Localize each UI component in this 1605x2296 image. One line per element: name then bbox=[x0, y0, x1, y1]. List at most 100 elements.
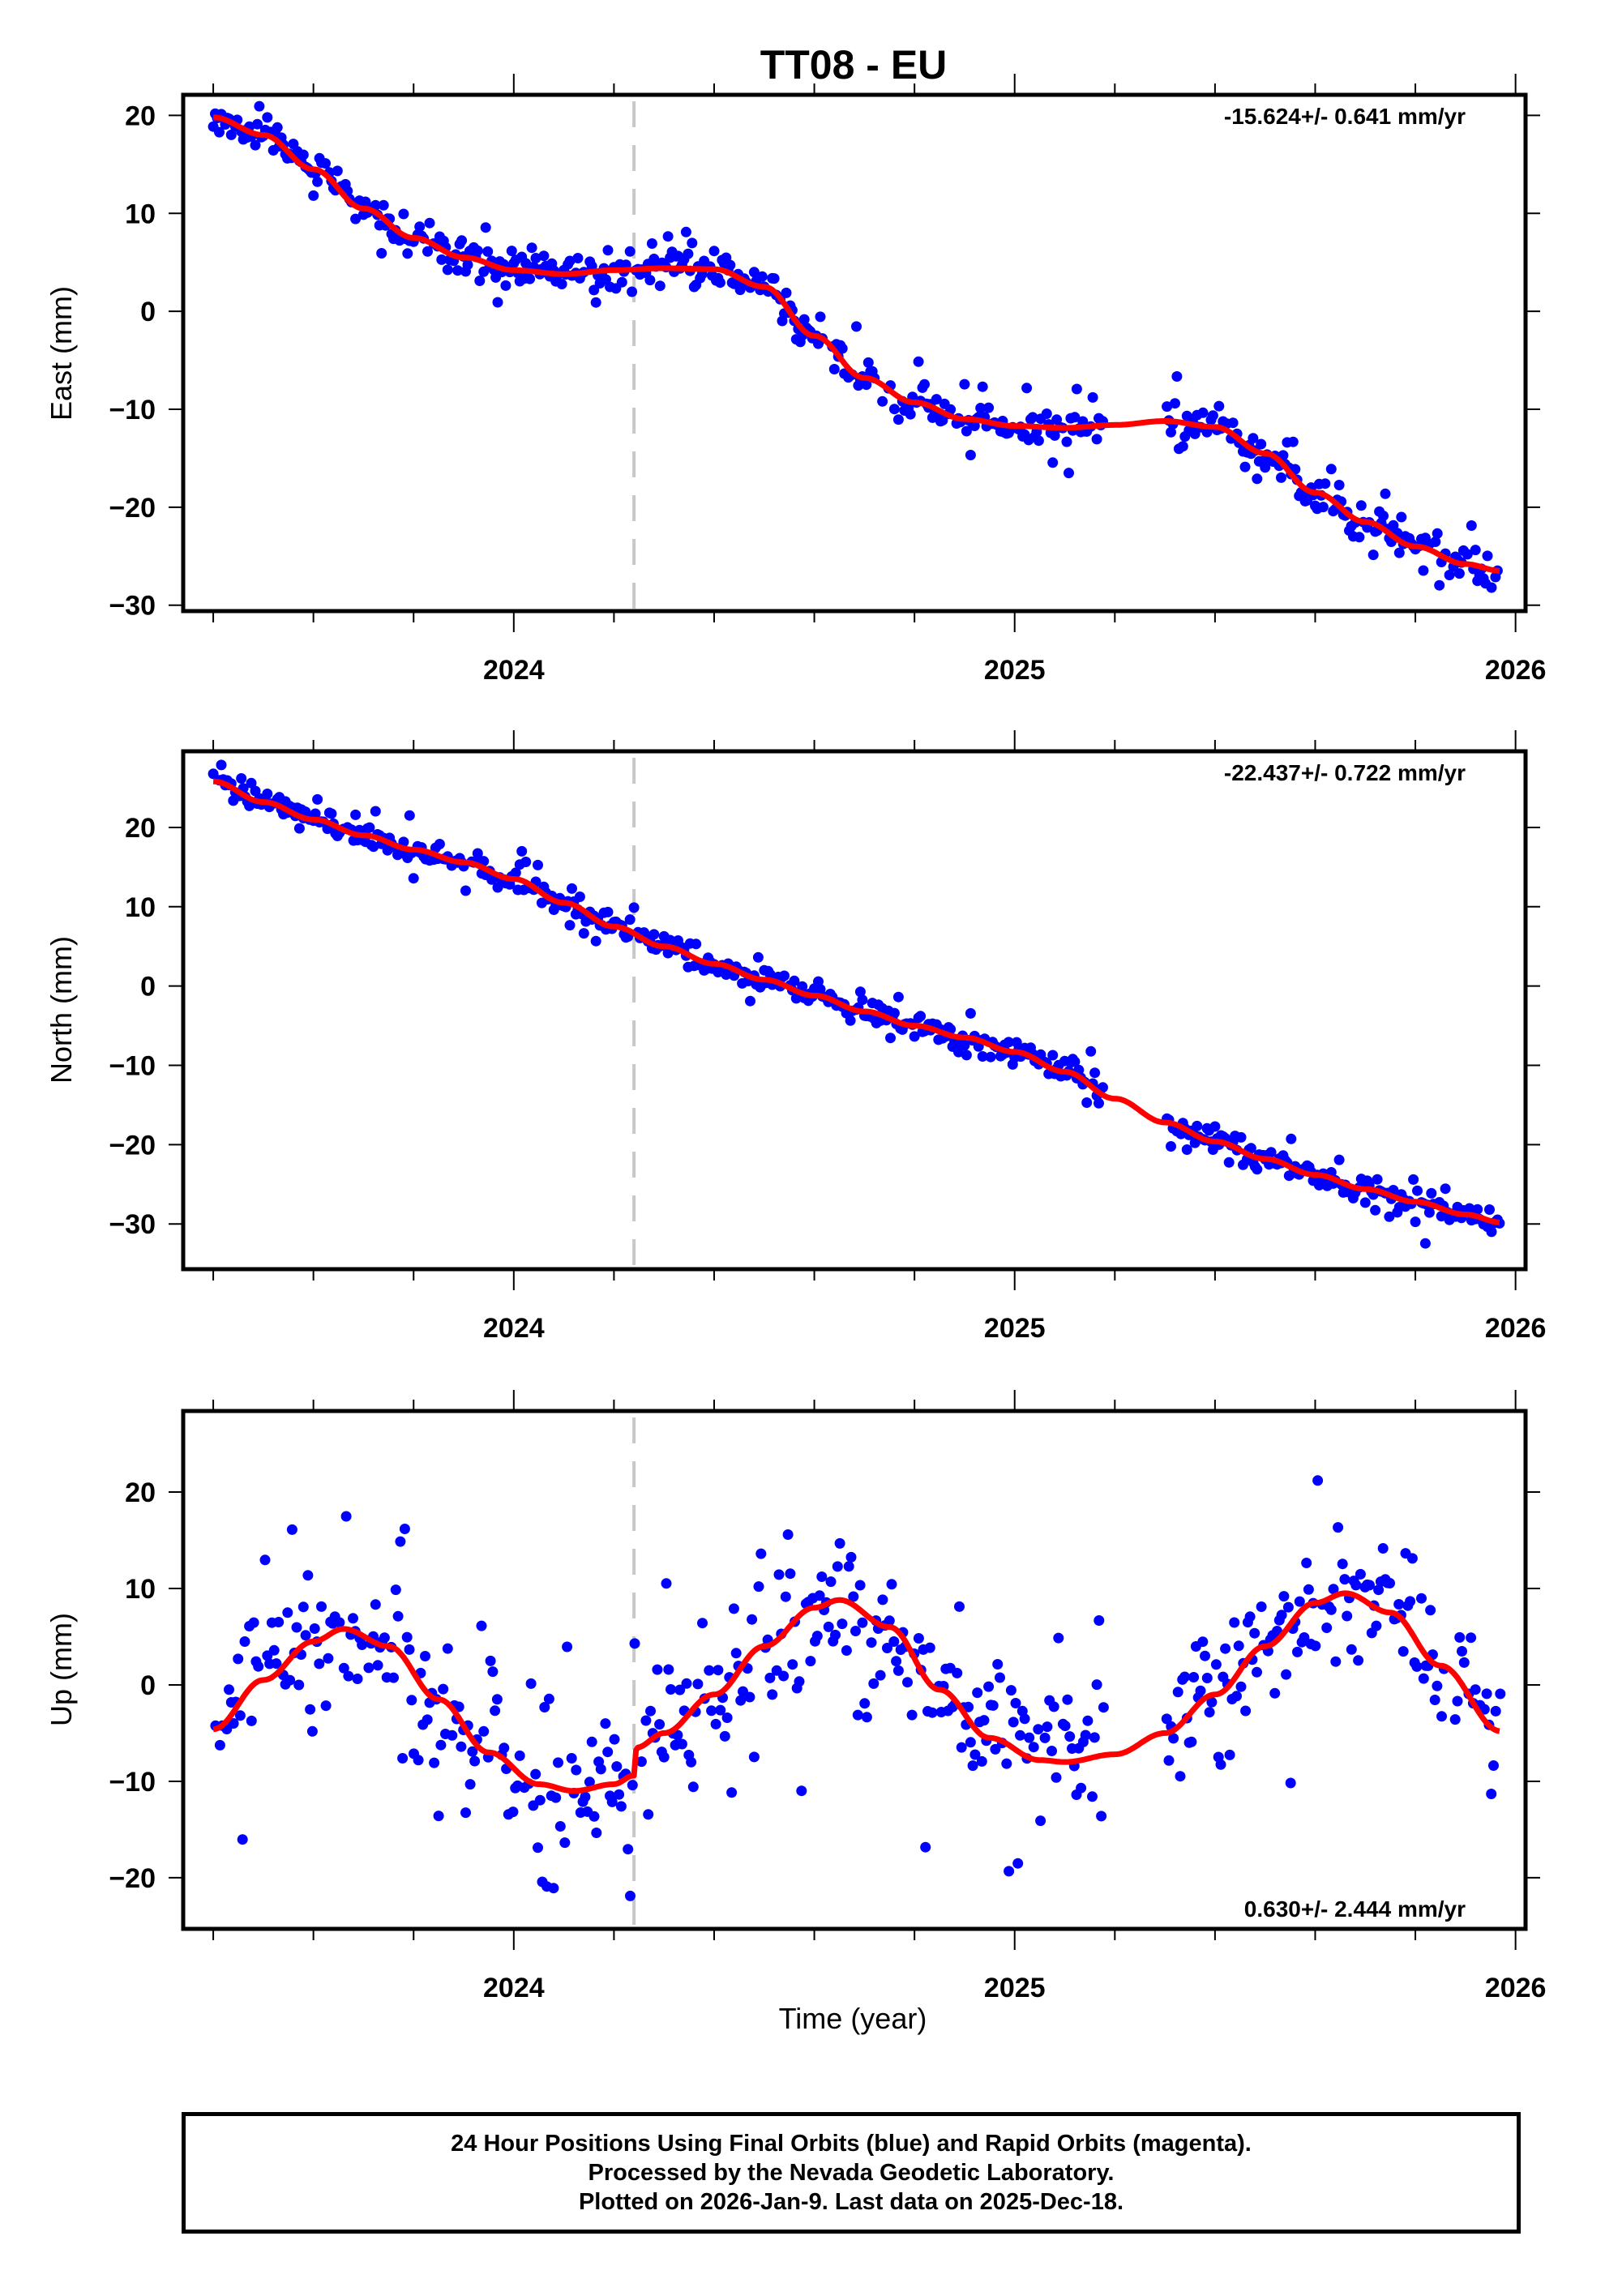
data-point bbox=[789, 975, 800, 986]
data-point bbox=[1188, 1672, 1200, 1682]
data-point bbox=[1062, 1694, 1073, 1705]
data-point bbox=[556, 279, 567, 289]
data-point bbox=[779, 970, 790, 981]
up-axis-label: Up (mm) bbox=[45, 1613, 78, 1726]
data-point bbox=[268, 1644, 280, 1656]
data-point bbox=[1061, 436, 1072, 447]
y-tick-label: −20 bbox=[109, 1863, 156, 1894]
data-point bbox=[752, 951, 764, 963]
data-point bbox=[554, 1821, 566, 1832]
data-point bbox=[713, 1665, 724, 1676]
data-point bbox=[644, 275, 656, 286]
data-point bbox=[913, 356, 924, 367]
data-point bbox=[1233, 1640, 1244, 1652]
east-axis-label: East (mm) bbox=[45, 286, 78, 421]
data-point bbox=[987, 1700, 999, 1711]
data-point bbox=[965, 1007, 976, 1019]
data-point bbox=[661, 1578, 672, 1589]
data-point bbox=[224, 1684, 234, 1695]
data-point bbox=[338, 1662, 349, 1674]
data-point bbox=[1287, 436, 1299, 447]
timeseries-figure: 20 10 0 −10 −20 −30 2024 2025 2026 20 10 0 −10 −20 −3… bbox=[45, 42, 1546, 2035]
data-point bbox=[841, 1645, 852, 1656]
data-point bbox=[857, 1617, 868, 1628]
data-point bbox=[1089, 1732, 1100, 1743]
data-point bbox=[755, 1548, 767, 1559]
data-point bbox=[1249, 1627, 1260, 1639]
data-point bbox=[1301, 1558, 1312, 1568]
data-point bbox=[1008, 1717, 1019, 1728]
data-point bbox=[474, 276, 486, 286]
data-point bbox=[1380, 488, 1391, 499]
data-point bbox=[1181, 1144, 1192, 1155]
data-point bbox=[1286, 1133, 1297, 1144]
data-point bbox=[550, 1792, 562, 1803]
footer-line-orbits: 24 Hour Positions Using Final Orbits (bl… bbox=[451, 2131, 1252, 2157]
y-tick-label: 20 bbox=[125, 1477, 156, 1508]
data-point bbox=[1082, 1715, 1094, 1726]
data-point bbox=[372, 1660, 383, 1671]
data-point bbox=[1425, 1605, 1436, 1616]
data-point bbox=[995, 1672, 1005, 1683]
data-point bbox=[744, 1691, 755, 1703]
data-point bbox=[985, 1051, 996, 1062]
data-point bbox=[1051, 414, 1063, 425]
data-point bbox=[1317, 502, 1329, 513]
data-point bbox=[291, 1622, 302, 1633]
data-point bbox=[1035, 1815, 1046, 1827]
data-point bbox=[1248, 433, 1259, 444]
data-point bbox=[692, 1678, 704, 1690]
data-point bbox=[1064, 468, 1074, 479]
data-point bbox=[977, 381, 988, 392]
y-tick-label: −20 bbox=[109, 493, 156, 524]
data-point bbox=[566, 1753, 577, 1764]
data-point bbox=[1059, 1721, 1071, 1731]
data-point bbox=[1396, 511, 1407, 523]
data-point bbox=[438, 1683, 449, 1695]
data-point bbox=[977, 1051, 988, 1062]
data-point bbox=[510, 867, 521, 879]
data-point bbox=[1080, 1729, 1091, 1741]
data-point bbox=[1028, 1742, 1039, 1753]
data-point bbox=[1397, 1646, 1409, 1657]
data-point bbox=[805, 1656, 816, 1667]
data-point bbox=[1454, 1631, 1466, 1643]
data-point bbox=[1283, 1170, 1295, 1182]
data-point bbox=[1012, 1858, 1024, 1869]
data-point bbox=[1482, 550, 1493, 562]
data-point bbox=[780, 1591, 791, 1602]
data-point bbox=[643, 1809, 654, 1820]
data-point bbox=[1434, 579, 1445, 591]
data-point bbox=[1091, 434, 1102, 445]
data-point bbox=[1024, 1732, 1035, 1743]
data-point bbox=[919, 378, 930, 390]
data-point bbox=[395, 1536, 406, 1547]
data-point bbox=[681, 1678, 692, 1689]
data-point bbox=[1486, 582, 1497, 593]
data-point bbox=[797, 981, 808, 992]
north-panel: 20 10 0 −10 −20 −30 2024 2025 2026 bbox=[109, 730, 1546, 1344]
data-point bbox=[404, 810, 415, 821]
data-point bbox=[888, 1636, 900, 1647]
data-point bbox=[687, 237, 698, 249]
data-point bbox=[1481, 1688, 1492, 1700]
data-point bbox=[961, 425, 972, 437]
data-point bbox=[562, 1641, 573, 1653]
data-point bbox=[472, 848, 483, 859]
data-point bbox=[559, 1837, 571, 1849]
data-point bbox=[252, 118, 263, 130]
data-point bbox=[1337, 1558, 1348, 1570]
data-point bbox=[472, 245, 483, 256]
data-point bbox=[320, 158, 331, 169]
data-point bbox=[725, 259, 736, 271]
east-fit-curve bbox=[212, 114, 1500, 574]
data-point bbox=[845, 1015, 856, 1026]
data-point bbox=[588, 284, 600, 296]
data-point bbox=[399, 1524, 410, 1534]
data-point bbox=[246, 777, 257, 789]
data-point bbox=[584, 1777, 595, 1788]
data-point bbox=[1410, 1216, 1421, 1228]
data-point bbox=[1370, 1204, 1381, 1216]
data-point bbox=[305, 1704, 316, 1715]
data-point bbox=[1161, 1713, 1172, 1725]
